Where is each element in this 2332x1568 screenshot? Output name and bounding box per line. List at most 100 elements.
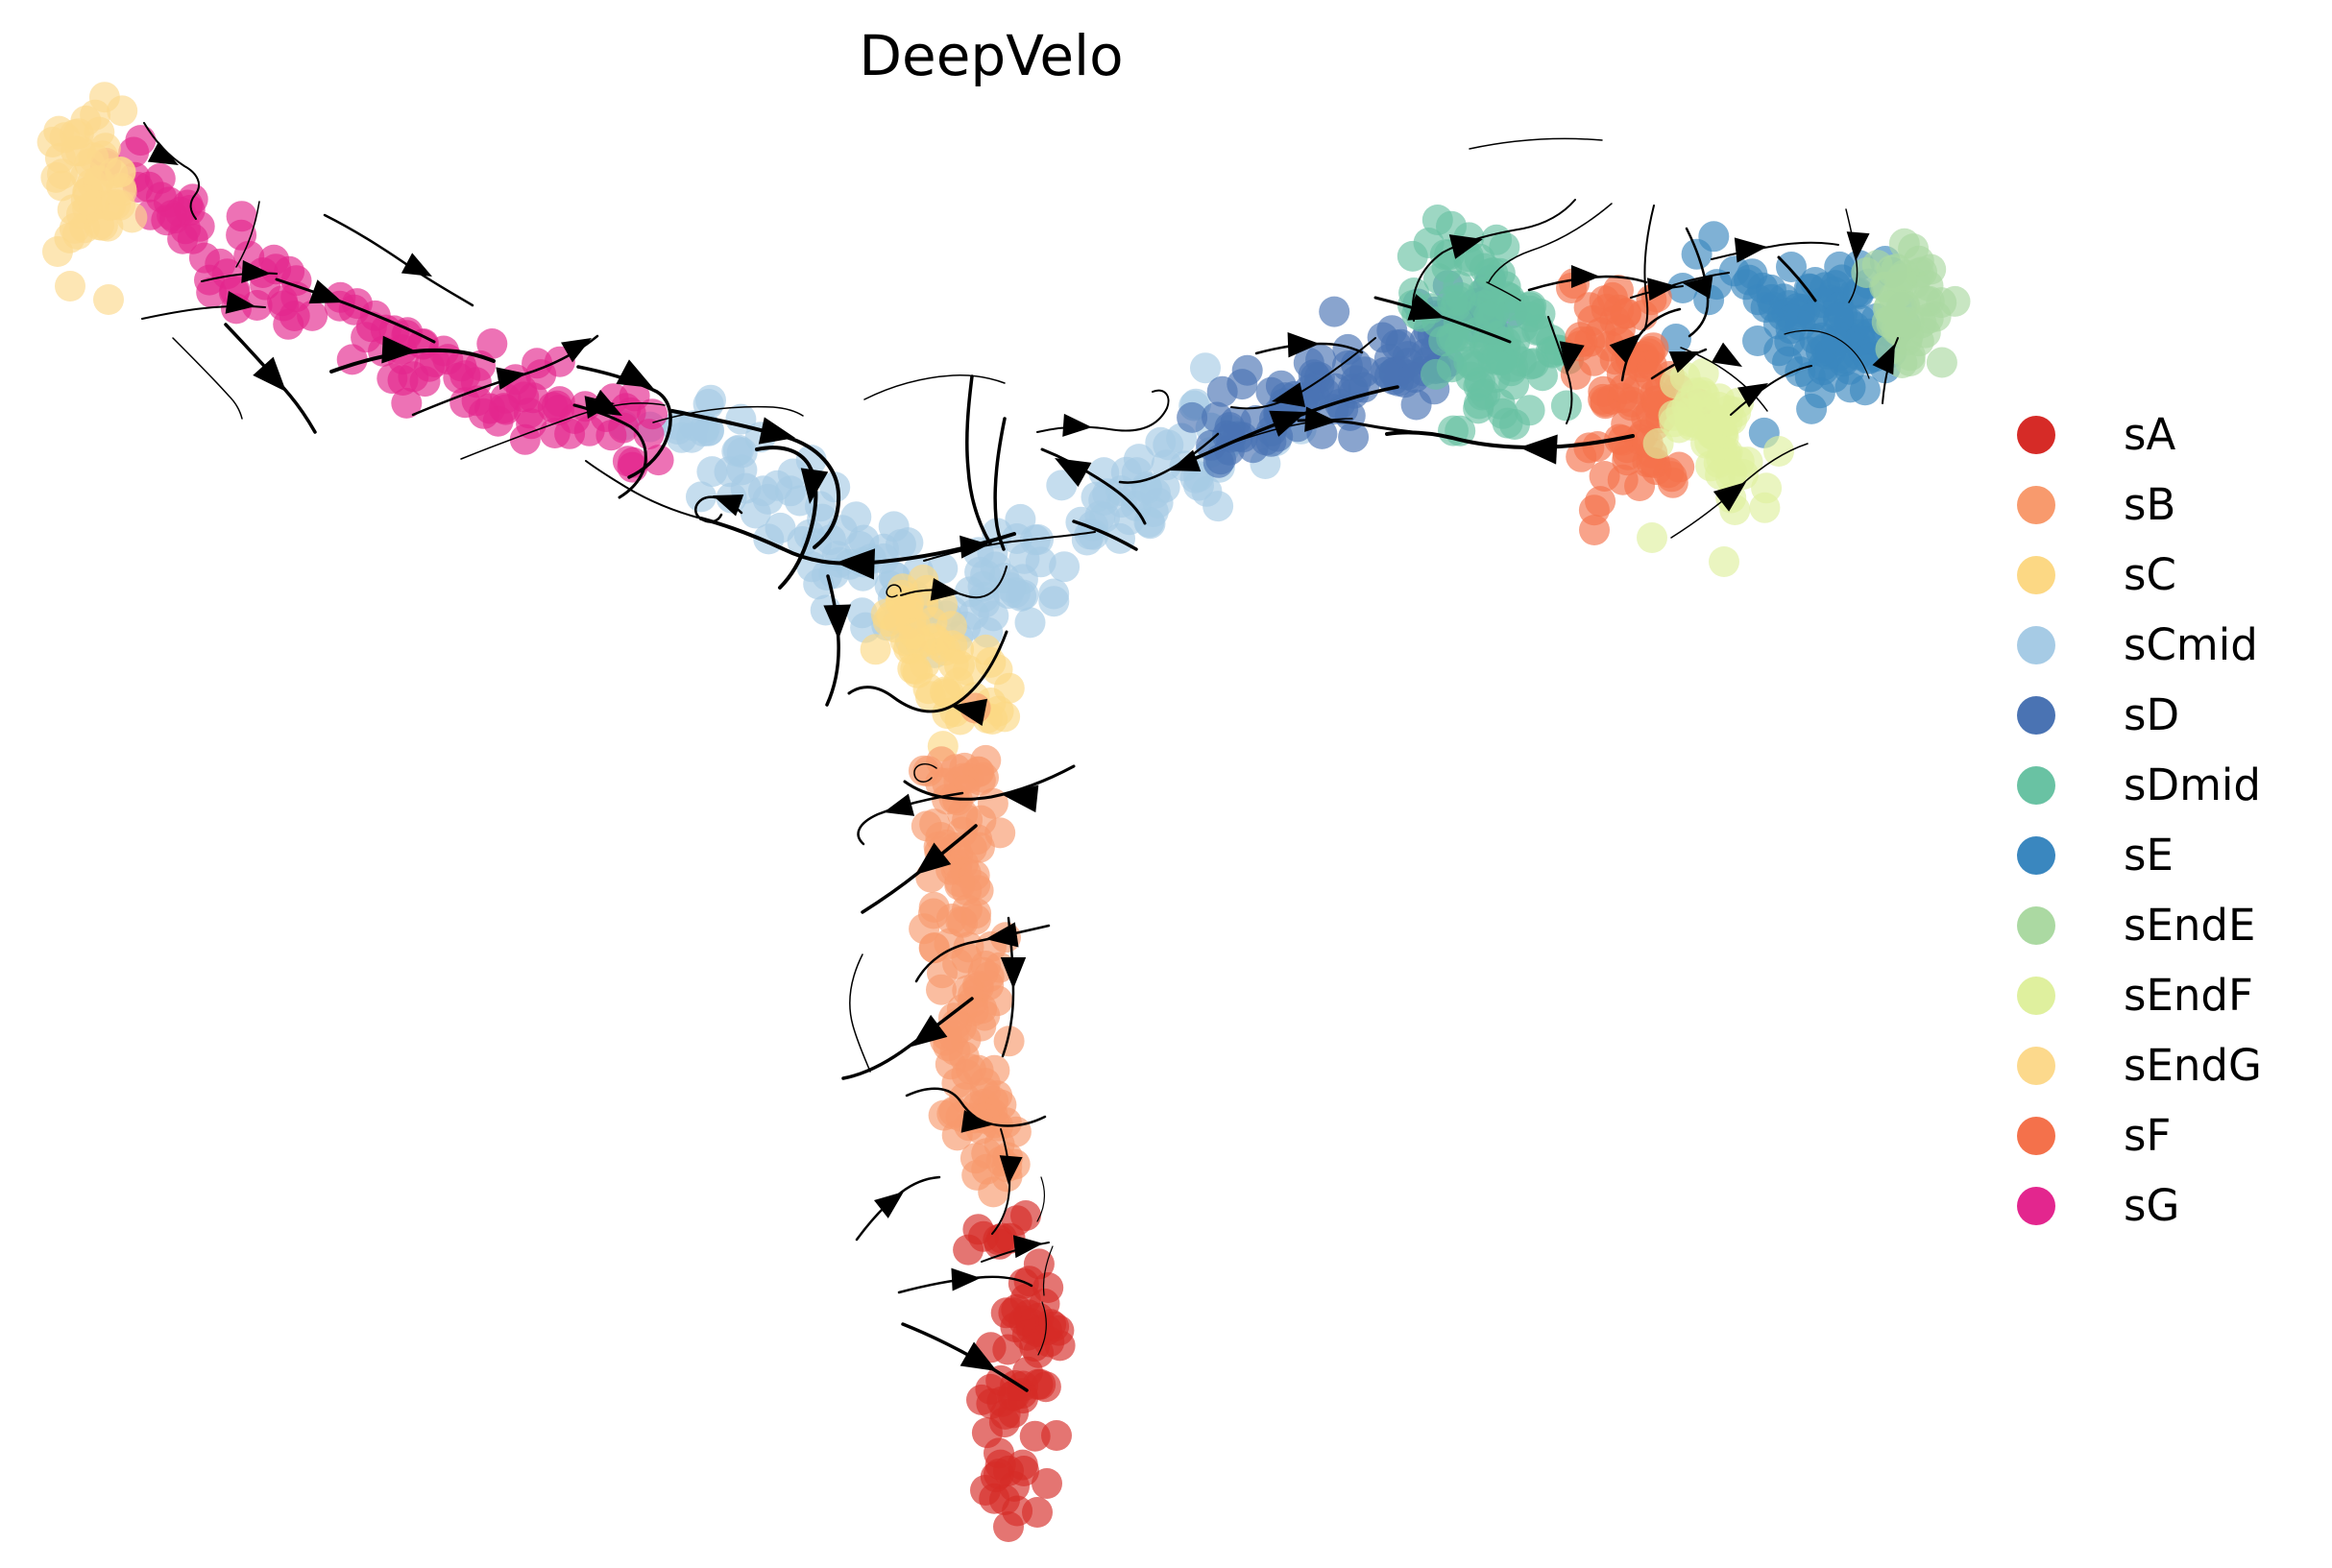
- legend-label: sB: [2124, 479, 2176, 530]
- cell-point: [544, 395, 574, 425]
- cell-point: [989, 1484, 1020, 1515]
- cell-point: [1664, 451, 1695, 483]
- cell-point: [1822, 303, 1854, 334]
- cell-point: [948, 775, 980, 807]
- arrowhead-icon: [308, 279, 343, 304]
- streamline: [1488, 203, 1613, 283]
- cell-point: [688, 416, 719, 447]
- cell-point: [1507, 311, 1539, 343]
- legend-marker-icon: [2017, 1116, 2055, 1155]
- arrowhead-icon: [1170, 449, 1202, 472]
- cell-point: [1550, 390, 1582, 422]
- streamline: [1845, 208, 1858, 303]
- streamline-arrowheads: [147, 141, 1895, 1371]
- streamline: [460, 402, 666, 460]
- arrowhead-icon: [823, 604, 852, 639]
- arrowhead-icon: [1062, 413, 1092, 437]
- streamline: [1118, 432, 1220, 484]
- arrowhead-icon: [911, 1014, 948, 1047]
- cell-point: [993, 672, 1025, 704]
- legend-label: sG: [2124, 1180, 2180, 1231]
- cell-point: [1484, 257, 1516, 289]
- cell-point: [1912, 270, 1944, 302]
- cluster-sF: [1556, 268, 1714, 545]
- cell-point: [1849, 374, 1881, 406]
- cell-point: [1861, 250, 1893, 281]
- cell-point: [943, 634, 975, 665]
- streamline: [1643, 205, 1655, 331]
- cell-point: [1797, 302, 1829, 333]
- cell-point: [1609, 373, 1640, 404]
- arrowhead-icon: [1846, 231, 1870, 261]
- legend-item-sA: sA: [2017, 399, 2262, 470]
- legend-label: sEndG: [2124, 1040, 2262, 1091]
- cell-point: [686, 481, 717, 513]
- arrowhead-icon: [1872, 344, 1895, 375]
- arrowhead-icon: [1734, 237, 1767, 263]
- cell-point: [1008, 1456, 1039, 1486]
- streamline: [1730, 365, 1812, 416]
- cell-point: [985, 1364, 1017, 1396]
- cell-point: [1486, 345, 1518, 376]
- arrowhead-icon: [1668, 351, 1700, 374]
- cell-point: [1041, 1420, 1072, 1451]
- cell-point: [1320, 373, 1351, 404]
- cell-point: [1049, 551, 1081, 583]
- cell-point: [59, 212, 90, 244]
- streamline: [1620, 307, 1682, 382]
- cluster-sE: [1661, 221, 1921, 448]
- legend-marker-icon: [2017, 765, 2055, 805]
- cell-point: [1038, 578, 1070, 610]
- legend-marker-icon: [2017, 1046, 2055, 1085]
- cell-point: [1428, 326, 1460, 357]
- legend-item-sD: sD: [2017, 680, 2262, 750]
- streamline: [914, 924, 1051, 983]
- streamline: [1040, 447, 1147, 525]
- streamline: [855, 1175, 941, 1242]
- cluster-sC: [860, 564, 1025, 762]
- cell-point: [975, 646, 1007, 678]
- cell-point: [983, 695, 1014, 727]
- cell-point: [1804, 377, 1835, 409]
- streamline: [572, 403, 647, 499]
- streamline: [329, 348, 496, 374]
- legend-item-sF: sF: [2017, 1100, 2262, 1170]
- arrowhead-icon: [960, 1341, 997, 1371]
- cell-point: [443, 362, 474, 394]
- arrowhead-icon: [1646, 277, 1677, 302]
- cell-point: [1445, 281, 1476, 313]
- cell-point: [1499, 409, 1530, 440]
- cell-point: [1374, 360, 1405, 392]
- cell-point: [1348, 372, 1379, 403]
- streamline: [1672, 272, 1730, 286]
- cell-point: [953, 1234, 984, 1266]
- cell-point: [513, 398, 545, 429]
- cell-point: [1926, 347, 1957, 378]
- arrowhead-icon: [960, 1109, 991, 1133]
- cell-point: [1716, 404, 1747, 436]
- streamline: [670, 409, 841, 549]
- streamline: [913, 763, 937, 783]
- arrowhead-icon: [836, 548, 876, 580]
- streamline: [652, 405, 804, 423]
- arrowhead-icon: [873, 1192, 904, 1218]
- arrowhead-icon: [147, 141, 179, 165]
- cell-point: [1885, 263, 1917, 295]
- legend-label: sD: [2124, 689, 2180, 740]
- arrowhead-icon: [758, 417, 795, 445]
- arrowhead-icon: [1448, 234, 1483, 259]
- cell-point: [42, 236, 73, 267]
- cell-point: [1776, 252, 1807, 282]
- cell-point: [819, 471, 851, 503]
- streamline: [585, 460, 702, 519]
- streamline: [923, 531, 1096, 562]
- arrowhead-icon: [1000, 957, 1027, 989]
- cell-point: [1019, 1420, 1051, 1452]
- arrowhead-icon: [1713, 482, 1746, 512]
- cell-point: [241, 290, 273, 321]
- cell-point: [78, 189, 109, 221]
- cell-point: [1046, 470, 1078, 501]
- legend-label: sE: [2124, 830, 2174, 880]
